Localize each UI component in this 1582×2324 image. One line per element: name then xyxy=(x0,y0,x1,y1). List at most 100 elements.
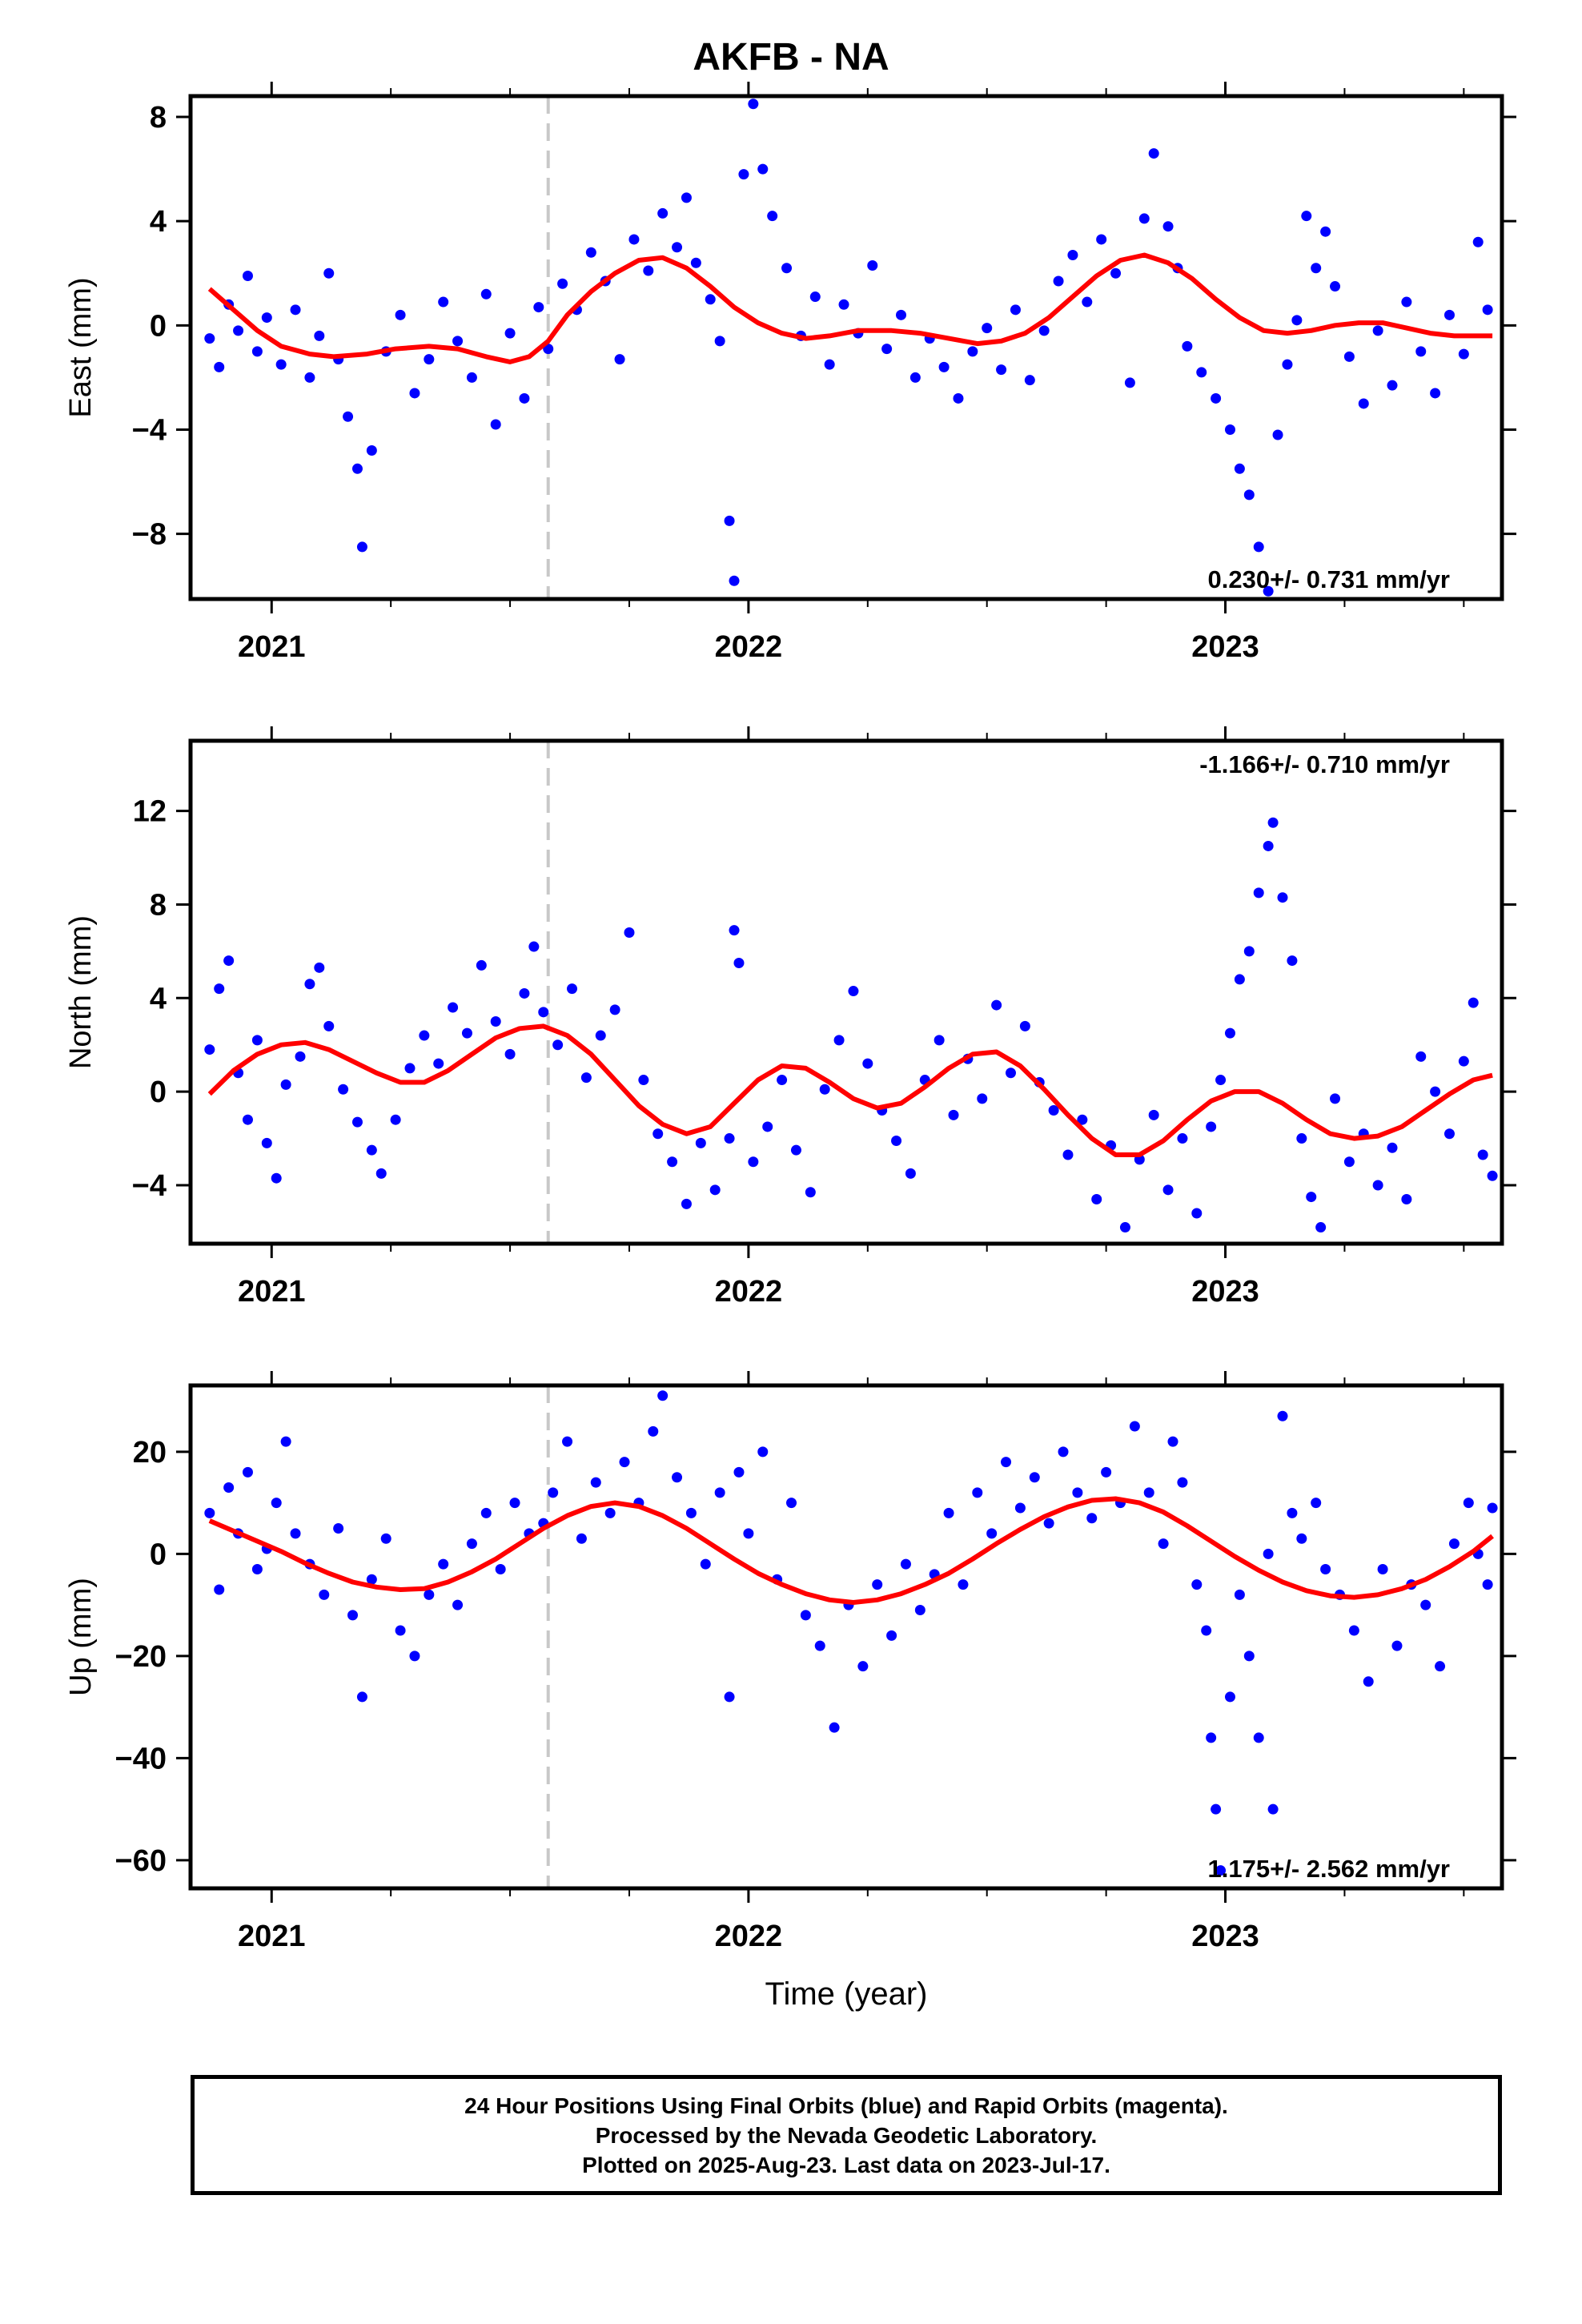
data-point xyxy=(1143,1487,1154,1498)
data-point xyxy=(857,1661,869,1672)
data-point xyxy=(643,265,654,276)
data-point xyxy=(848,986,859,997)
data-point xyxy=(404,1063,416,1074)
data-point xyxy=(409,1651,420,1662)
data-point xyxy=(1206,1732,1217,1743)
data-point xyxy=(1253,541,1264,553)
data-point xyxy=(304,372,315,383)
data-point xyxy=(1477,1149,1488,1160)
data-point xyxy=(1415,1051,1427,1062)
data-point xyxy=(1448,1538,1460,1550)
data-point xyxy=(1234,1589,1245,1600)
velocity-annotation: -1.166+/- 0.710 mm/yr xyxy=(1199,750,1450,778)
data-point xyxy=(314,330,325,341)
data-point xyxy=(1296,1133,1307,1144)
data-point xyxy=(1211,1803,1222,1815)
data-point xyxy=(476,959,487,971)
data-point xyxy=(895,309,906,320)
data-point xyxy=(624,927,635,939)
y-axis-label: North (mm) xyxy=(64,915,98,1069)
data-point xyxy=(1463,1498,1474,1509)
data-point xyxy=(1253,887,1264,899)
data-point xyxy=(1387,380,1398,391)
x-axis-label: Time (year) xyxy=(765,1976,928,2012)
data-point xyxy=(982,323,993,334)
data-point xyxy=(1330,281,1341,292)
data-point xyxy=(1430,388,1441,399)
data-point xyxy=(1024,375,1035,386)
data-point xyxy=(1291,315,1303,326)
velocity-annotation: 1.175+/- 2.562 mm/yr xyxy=(1208,1855,1450,1883)
data-point xyxy=(1277,1410,1288,1421)
data-point xyxy=(738,169,749,180)
data-point xyxy=(424,354,435,365)
data-point xyxy=(1272,429,1283,440)
data-point xyxy=(375,1168,387,1179)
data-point xyxy=(667,1156,678,1168)
data-point xyxy=(1296,1533,1307,1544)
data-point xyxy=(1234,974,1245,985)
data-point xyxy=(343,411,354,422)
data-point xyxy=(986,1528,998,1539)
data-point xyxy=(948,1109,959,1120)
data-point xyxy=(1482,1579,1493,1590)
plot-area xyxy=(204,1385,1498,1888)
plot-area xyxy=(204,741,1498,1244)
data-point xyxy=(1267,817,1279,828)
panel-east: 2021 2022 2023 −8 −4 0 4 8 East (mm) 0.230+/- 0.7… xyxy=(64,82,1516,664)
data-point xyxy=(1267,1803,1279,1815)
data-point xyxy=(700,1558,711,1570)
data-point xyxy=(1196,367,1207,378)
data-point xyxy=(590,1477,601,1488)
data-point xyxy=(1119,1222,1130,1233)
data-point xyxy=(767,211,778,222)
data-point xyxy=(290,1528,301,1539)
panel-frame xyxy=(188,738,1504,1246)
data-point xyxy=(1158,1538,1169,1550)
data-point xyxy=(1487,1170,1498,1181)
data-point xyxy=(819,1084,830,1095)
data-point xyxy=(991,999,1002,1011)
data-point xyxy=(1287,955,1298,967)
data-point xyxy=(271,1172,282,1184)
y-tick-label: −40 xyxy=(115,1742,167,1775)
data-point xyxy=(557,278,568,289)
data-point xyxy=(271,1498,282,1509)
data-point xyxy=(953,392,964,404)
data-point xyxy=(438,1558,449,1570)
data-point xyxy=(604,1507,616,1518)
data-point xyxy=(480,1507,492,1518)
data-point xyxy=(1458,348,1469,360)
data-point xyxy=(251,346,263,357)
data-point xyxy=(1430,1086,1441,1097)
data-point xyxy=(652,1128,664,1140)
data-point xyxy=(914,1605,926,1616)
data-point xyxy=(705,294,716,305)
data-point xyxy=(714,1487,725,1498)
plot-area xyxy=(204,96,1493,599)
data-point xyxy=(1224,1027,1235,1039)
data-point xyxy=(356,1691,367,1703)
data-point xyxy=(1167,1436,1178,1447)
data-point xyxy=(881,344,893,355)
data-point xyxy=(409,388,420,399)
data-point xyxy=(900,1558,911,1570)
data-point xyxy=(1086,1513,1098,1524)
data-point xyxy=(261,1137,272,1148)
data-point xyxy=(242,1114,253,1125)
data-point xyxy=(724,1133,735,1144)
data-point xyxy=(280,1079,291,1090)
data-point xyxy=(548,1487,559,1498)
data-point xyxy=(829,1722,840,1733)
data-point xyxy=(743,1528,754,1539)
data-point xyxy=(1048,1105,1059,1116)
data-point xyxy=(886,1630,897,1641)
data-point xyxy=(351,463,363,474)
data-point xyxy=(729,925,740,936)
model-fit-line xyxy=(207,1023,1493,1157)
data-point xyxy=(461,1027,472,1039)
caption-line-dates: Plotted on 2025-Aug-23. Last data on 202… xyxy=(582,2153,1110,2177)
data-point xyxy=(833,1035,845,1046)
data-point xyxy=(538,1007,549,1018)
